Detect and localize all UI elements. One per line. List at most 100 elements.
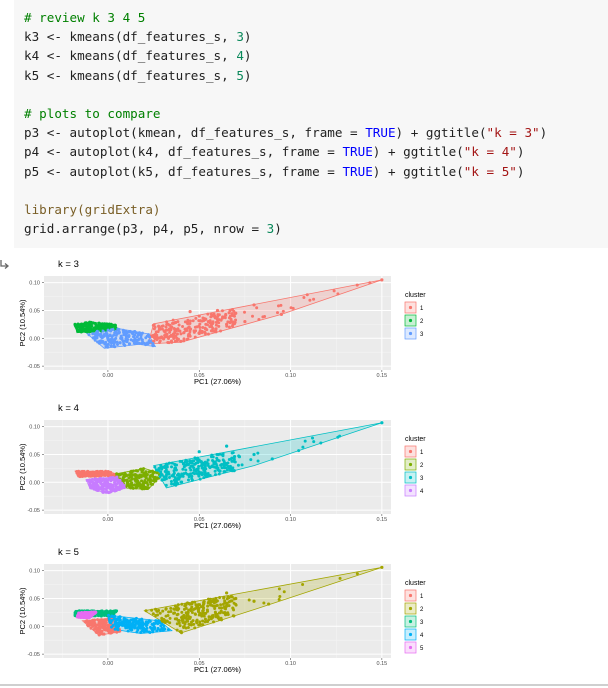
data-point	[119, 334, 123, 338]
y-tick-label: 0.00	[29, 624, 40, 630]
data-point	[158, 611, 162, 615]
data-point	[141, 486, 145, 490]
data-point	[79, 613, 83, 617]
data-point	[76, 613, 80, 617]
data-point	[115, 340, 119, 344]
data-point	[188, 461, 192, 465]
code-editor[interactable]: # review k 3 4 5 k3 <- kmeans(df_features…	[24, 8, 547, 238]
data-point	[179, 616, 183, 620]
data-point	[127, 625, 131, 629]
data-point	[186, 472, 190, 476]
data-point	[338, 434, 342, 438]
data-point	[214, 320, 218, 324]
data-point	[222, 595, 226, 599]
data-point	[188, 602, 192, 606]
x-tick-label: 0.10	[285, 517, 296, 523]
data-point	[203, 327, 207, 331]
data-point	[175, 628, 179, 632]
legend-title: cluster	[405, 436, 426, 443]
data-point	[213, 606, 217, 610]
code-token: 3	[236, 29, 244, 45]
data-point	[196, 603, 200, 607]
code-token: p5 <- autoplot(k5, df_features_s, frame …	[24, 163, 343, 179]
data-point	[148, 475, 152, 479]
data-point	[232, 309, 236, 313]
data-point	[194, 603, 198, 607]
data-point	[135, 626, 139, 630]
data-point	[83, 474, 87, 478]
data-point	[167, 610, 171, 614]
data-point	[178, 329, 182, 333]
data-point	[97, 321, 101, 325]
data-point	[100, 619, 104, 623]
data-point	[168, 330, 172, 334]
data-point	[170, 461, 174, 465]
data-point	[78, 329, 82, 333]
data-point	[169, 339, 173, 343]
data-point	[191, 619, 195, 623]
data-point	[251, 314, 255, 318]
data-point	[147, 335, 151, 339]
data-point	[148, 625, 152, 629]
data-point	[168, 621, 172, 625]
code-token: k5 <- kmeans(df_features_s,	[24, 67, 237, 83]
data-point	[141, 473, 145, 477]
x-tick-label: 0.15	[377, 661, 388, 667]
legend-label: 2	[420, 319, 424, 325]
data-point	[213, 460, 217, 464]
data-point	[146, 478, 150, 482]
data-point	[96, 340, 100, 344]
data-point	[229, 594, 233, 598]
data-point	[129, 618, 133, 622]
data-point	[183, 460, 187, 464]
data-point	[137, 337, 141, 341]
data-point	[211, 455, 215, 459]
data-point	[90, 620, 94, 624]
data-point	[135, 620, 139, 624]
x-axis-label: PC1 (27.06%)	[194, 665, 242, 674]
data-point	[100, 339, 104, 343]
data-point	[176, 603, 180, 607]
data-point	[197, 450, 201, 454]
data-point	[102, 632, 106, 636]
data-point	[129, 622, 133, 626]
data-point	[355, 283, 359, 287]
x-tick-label: 0.15	[377, 373, 388, 379]
data-point	[166, 336, 170, 340]
data-point	[151, 479, 155, 483]
data-point	[185, 337, 189, 341]
data-point	[78, 326, 82, 330]
data-point	[91, 471, 95, 475]
x-axis-label: PC1 (27.06%)	[194, 377, 242, 386]
data-point	[186, 334, 190, 338]
data-point	[98, 480, 102, 484]
data-point	[174, 483, 178, 487]
data-point	[141, 626, 145, 630]
data-point	[91, 329, 95, 333]
code-cell[interactable]: # review k 3 4 5 k3 <- kmeans(df_features…	[14, 0, 608, 248]
data-point	[105, 486, 109, 490]
data-point	[129, 470, 133, 474]
data-point	[173, 334, 177, 338]
y-tick-label: 0.10	[29, 425, 40, 431]
legend-key-dot	[408, 645, 413, 650]
data-point	[199, 464, 203, 468]
data-point	[146, 483, 150, 487]
data-point	[154, 619, 158, 623]
code-token: )	[539, 125, 548, 141]
data-point	[193, 612, 197, 616]
data-point	[190, 474, 194, 478]
data-point	[303, 439, 307, 443]
legend-key-dot	[408, 475, 413, 480]
data-point	[145, 623, 149, 627]
data-point	[158, 339, 162, 343]
data-point	[85, 330, 89, 334]
data-point	[107, 613, 111, 617]
data-point	[189, 464, 193, 468]
data-point	[93, 483, 97, 487]
legend-label: 1	[420, 306, 424, 312]
data-point	[247, 598, 251, 602]
data-point	[127, 342, 131, 346]
data-point	[208, 473, 212, 477]
data-point	[197, 613, 201, 617]
